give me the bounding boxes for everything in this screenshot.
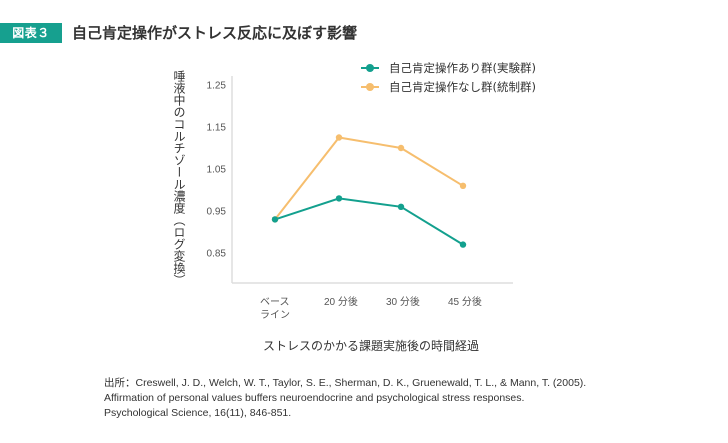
legend: 自己肯定操作あり群(実験群) 自己肯定操作なし群(統制群) — [361, 58, 536, 96]
source-line: Affirmation of personal values buffers n… — [104, 392, 525, 404]
x-tick-label: ベース ライン — [260, 296, 290, 322]
legend-label: 自己肯定操作あり群(実験群) — [389, 60, 536, 75]
y-ticks: 1.25 1.15 1.05 0.95 0.85 — [207, 81, 227, 260]
legend-item-control: 自己肯定操作なし群(統制群) — [361, 77, 536, 96]
series-line-control — [274, 136, 464, 221]
x-tick-line: ライン — [260, 310, 290, 321]
legend-swatch-teal-icon — [361, 63, 379, 73]
chart-title: 自己肯定操作がストレス反応に及ぼす影響 — [72, 24, 358, 42]
data-point-experimental — [335, 195, 343, 202]
data-point-control — [397, 144, 405, 152]
x-tick-label: 30 分後 — [386, 296, 420, 309]
series-points — [271, 134, 467, 248]
data-point-experimental — [459, 241, 467, 248]
x-tick-label: 20 分後 — [324, 296, 358, 309]
x-tick-line: 20 分後 — [324, 297, 358, 308]
x-tick-line: 30 分後 — [386, 297, 420, 308]
y-tick-label: 0.85 — [207, 249, 227, 260]
y-tick-label: 1.15 — [207, 123, 227, 134]
x-tick-line: ベース — [260, 297, 290, 308]
x-axis-label: ストレスのかかる課題実施後の時間経過 — [262, 339, 479, 353]
x-tick-label: 45 分後 — [448, 296, 482, 309]
data-point-experimental — [397, 203, 405, 210]
data-point-experimental — [271, 216, 279, 223]
source-line: Psychological Science, 16(11), 846-851. — [104, 407, 292, 419]
x-tick-line: 45 分後 — [448, 297, 482, 308]
legend-swatch-orange-icon — [361, 82, 379, 92]
series-line-experimental — [274, 197, 464, 246]
figure-number-badge: 図表３ — [0, 23, 62, 43]
legend-label: 自己肯定操作なし群(統制群) — [389, 79, 536, 94]
y-tick-label: 1.05 — [207, 165, 227, 176]
series-lines — [274, 136, 464, 246]
source-citation: 出所：Creswell, J. D., Welch, W. T., Taylor… — [104, 376, 586, 421]
data-point-control — [459, 182, 467, 189]
y-tick-label: 0.95 — [207, 207, 227, 218]
legend-item-experimental: 自己肯定操作あり群(実験群) — [361, 58, 536, 77]
y-axis-label: 唾液中のコルチゾール濃度（ログ変換） — [172, 70, 186, 286]
y-tick-label: 1.25 — [207, 81, 227, 92]
source-line: 出所：Creswell, J. D., Welch, W. T., Taylor… — [104, 377, 587, 389]
data-point-control — [335, 134, 343, 141]
